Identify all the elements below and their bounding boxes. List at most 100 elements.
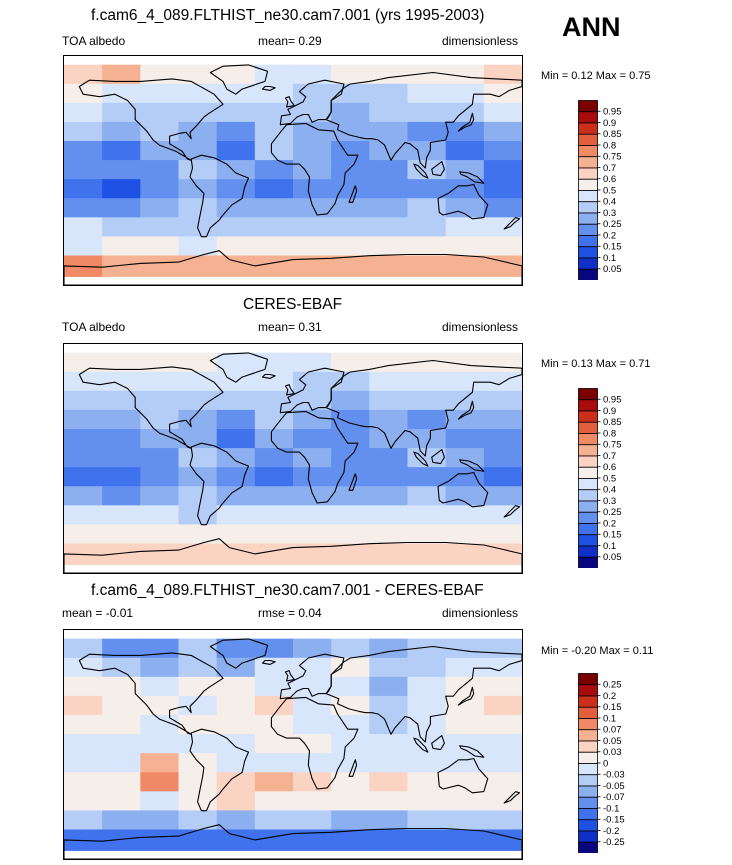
field-cell (216, 695, 256, 718)
field-cell (178, 409, 218, 432)
field-cell (216, 829, 256, 851)
field-cell (216, 524, 256, 546)
field-cell (407, 657, 447, 680)
field-cell (331, 467, 370, 489)
field-cell (64, 734, 103, 756)
coastline (459, 459, 485, 472)
panel-2-minmax: Min = 0.13 Max = 0.71 (541, 358, 651, 370)
field-cell (369, 448, 409, 470)
coastline (270, 696, 359, 790)
field-cell (178, 160, 218, 182)
panel-2-min-label: Min = (541, 358, 569, 370)
field-cell (293, 772, 332, 794)
field-cell (407, 198, 447, 220)
field-cell (445, 236, 485, 258)
field-cell (445, 505, 485, 527)
field-cell (445, 676, 485, 699)
field-cell (369, 352, 409, 375)
field-cell (178, 638, 218, 661)
field-cell (140, 255, 180, 277)
field-cell (369, 676, 409, 699)
field-cell (102, 638, 141, 661)
coastline (325, 645, 522, 743)
colorbar-swatch (578, 740, 598, 753)
field-cell (64, 141, 103, 163)
colorbar-swatch (578, 489, 598, 502)
field-cell (293, 695, 332, 718)
field-cell (293, 141, 332, 163)
coastlines (64, 638, 522, 859)
coastline (437, 183, 489, 220)
panel-2-title: CERES-EBAF (243, 296, 343, 313)
field-cell (64, 715, 103, 737)
colorbar-label: 0.15 (603, 242, 622, 253)
field-cell (254, 524, 294, 546)
field-cell (64, 64, 103, 87)
coastline (78, 652, 224, 735)
field-cell (369, 121, 409, 144)
field-cell (178, 429, 218, 451)
field-cell (445, 486, 485, 508)
field-cell (445, 810, 485, 832)
panel-2-map (63, 343, 523, 574)
field-cell (102, 390, 141, 413)
field-cell (369, 791, 409, 813)
field-cell (293, 543, 332, 565)
field-cell (369, 236, 409, 258)
field-cell (140, 102, 180, 125)
colorbar-label: 0.05 (603, 264, 622, 275)
coastlines (64, 64, 522, 285)
colorbar-label: 0.85 (603, 417, 622, 428)
colorbar-label: -0.07 (603, 792, 625, 803)
colorbar-swatch (578, 706, 598, 719)
field-cell (140, 121, 180, 144)
coastline (413, 737, 429, 753)
field-cell (293, 390, 332, 413)
field-cell (64, 486, 103, 508)
field-cell (483, 486, 522, 508)
colorbar-label: 0.4 (603, 485, 616, 496)
field-cell (140, 638, 180, 661)
field-cell (331, 676, 370, 699)
field-cell (369, 638, 409, 661)
field-cell (331, 255, 370, 277)
coastline (457, 400, 475, 420)
field-cell (102, 255, 141, 277)
panel-1-map (63, 55, 523, 286)
colorbar-swatch (578, 246, 598, 259)
field-cell (331, 352, 370, 375)
field-cell (369, 160, 409, 182)
field-cell (216, 486, 256, 508)
coastline (413, 163, 429, 179)
field-cell (178, 102, 218, 125)
field-cell (483, 524, 522, 546)
panel-2-max-label: Max = (595, 358, 627, 370)
panel-2-min-value: 0.13 (571, 358, 593, 370)
panel-3-min-value: -0.20 (571, 645, 597, 657)
field-cell (254, 179, 294, 201)
coastline (64, 250, 522, 285)
field-cell (140, 390, 180, 413)
field-cell (64, 236, 103, 258)
field-cell (407, 352, 447, 375)
field-cell (483, 829, 522, 851)
field-cell (293, 121, 332, 144)
field-cell (407, 695, 447, 718)
field-cell (216, 198, 256, 220)
field-cell (178, 715, 218, 737)
field-cell (254, 810, 294, 832)
field-cell (331, 236, 370, 258)
field-cell (483, 791, 522, 813)
field-cell (102, 543, 141, 565)
colorbar-label: -0.25 (603, 837, 625, 848)
field-cell (369, 179, 409, 201)
field-cell (407, 467, 447, 489)
field-cell (293, 409, 332, 432)
field-cell (407, 543, 447, 565)
field-cell (369, 371, 409, 394)
field-cell (178, 676, 218, 699)
coastline (261, 659, 276, 665)
colorbar-swatch (578, 684, 598, 697)
field-cell (407, 638, 447, 661)
colorbar-swatch (578, 808, 598, 821)
